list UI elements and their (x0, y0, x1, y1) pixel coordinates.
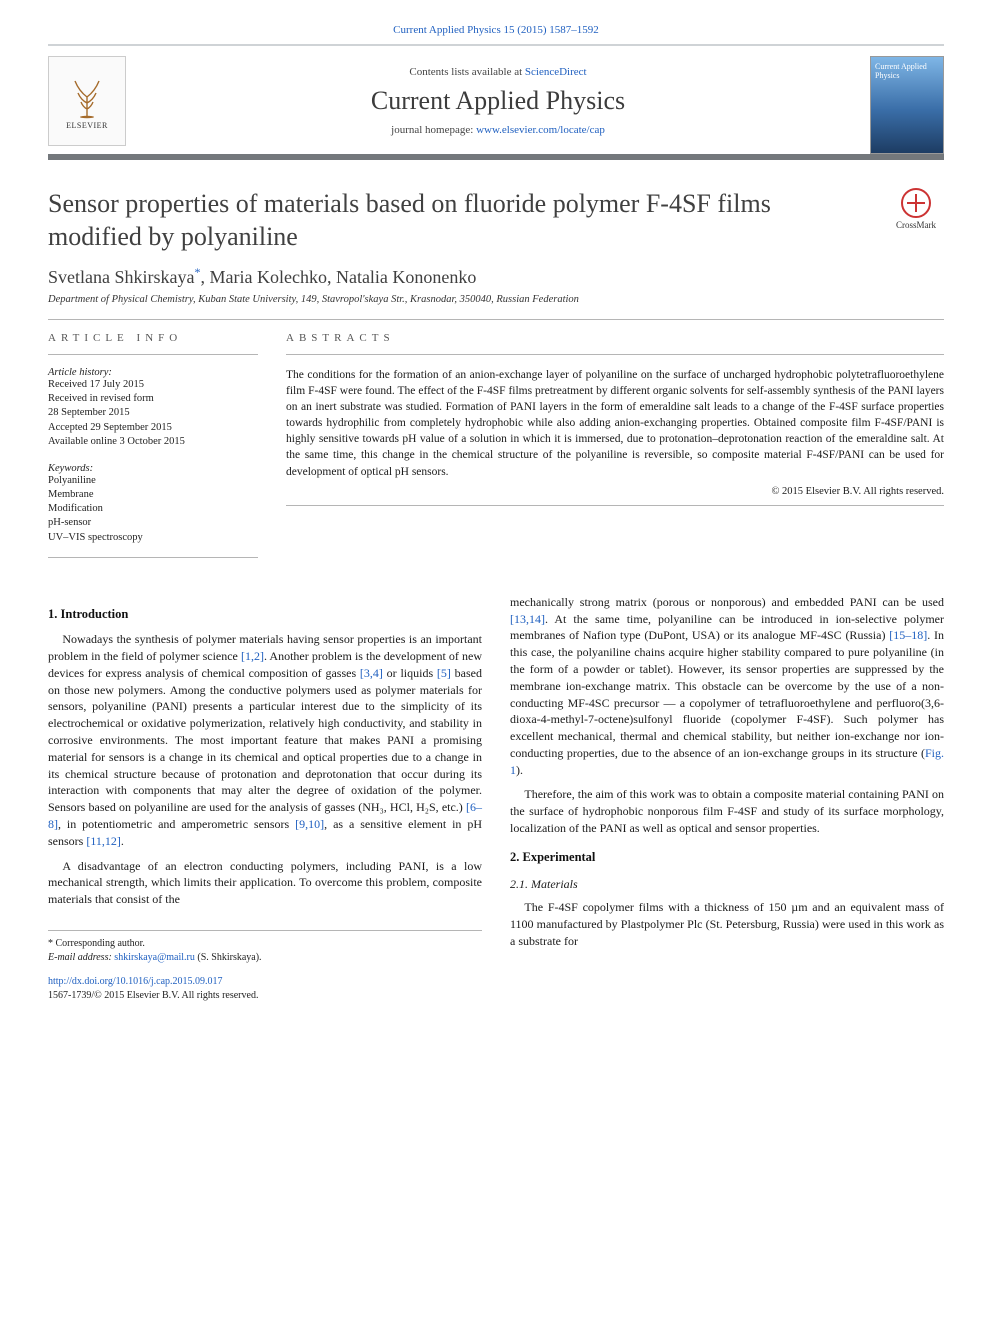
history-item: Received in revised form (48, 392, 258, 406)
section-2-head: 2. Experimental (510, 849, 944, 867)
publisher-name: ELSEVIER (66, 121, 108, 130)
body-paragraph: A disadvantage of an electron conducting… (48, 858, 482, 908)
divider (48, 354, 258, 355)
body-text: . At the same time, polyaniline can be i… (510, 612, 944, 643)
citation-link[interactable]: [13,14] (510, 612, 545, 626)
article-body: 1. Introduction Nowadays the synthesis o… (48, 594, 944, 1003)
crossmark-label: CrossMark (896, 220, 936, 230)
history-item: Available online 3 October 2015 (48, 435, 258, 449)
body-paragraph: mechanically strong matrix (porous or no… (510, 594, 944, 779)
body-paragraph: Therefore, the aim of this work was to o… (510, 786, 944, 836)
crossmark-badge[interactable]: CrossMark (888, 188, 944, 230)
history-item: 28 September 2015 (48, 406, 258, 420)
journal-homepage: journal homepage: www.elsevier.com/locat… (138, 124, 858, 136)
keywords-label: Keywords: (48, 463, 258, 474)
elsevier-tree-icon (67, 73, 107, 119)
history-label: Article history: (48, 367, 258, 378)
body-text: mechanically strong matrix (porous or no… (510, 595, 944, 609)
doi-block: http://dx.doi.org/10.1016/j.cap.2015.09.… (48, 975, 482, 1003)
cover-text: Current Applied Physics (875, 62, 927, 80)
footnote-block: * Corresponding author. E-mail address: … (48, 930, 482, 1003)
corresponding-author-note: * Corresponding author. (48, 937, 482, 951)
sciencedirect-link[interactable]: ScienceDirect (525, 66, 587, 78)
keyword: UV–VIS spectroscopy (48, 531, 258, 545)
email-author: (S. Shkirskaya). (195, 952, 262, 963)
citation-link[interactable]: [11,12] (86, 834, 121, 848)
email-line: E-mail address: shkirskaya@mail.ru (S. S… (48, 951, 482, 965)
article-title: Sensor properties of materials based on … (48, 188, 870, 253)
author-email-link[interactable]: shkirskaya@mail.ru (114, 952, 195, 963)
body-text: or liquids (383, 666, 437, 680)
contents-prefix: Contents lists available at (409, 66, 524, 78)
homepage-link[interactable]: www.elsevier.com/locate/cap (476, 124, 605, 136)
abstract-head: ABSTRACTS (286, 332, 944, 344)
body-text: . (121, 834, 124, 848)
abstract-copyright: © 2015 Elsevier B.V. All rights reserved… (286, 486, 944, 497)
section-1-head: 1. Introduction (48, 606, 482, 624)
doi-link[interactable]: http://dx.doi.org/10.1016/j.cap.2015.09.… (48, 976, 223, 987)
divider (48, 557, 258, 558)
issn-copyright: 1567-1739/© 2015 Elsevier B.V. All right… (48, 989, 482, 1003)
keyword: pH-sensor (48, 516, 258, 530)
contents-available: Contents lists available at ScienceDirec… (138, 66, 858, 78)
history-item: Accepted 29 September 2015 (48, 421, 258, 435)
keyword: Polyaniline (48, 474, 258, 488)
divider (286, 505, 944, 506)
article-info-column: ARTICLE INFO Article history: Received 1… (48, 332, 258, 570)
journal-reference: Current Applied Physics 15 (2015) 1587–1… (48, 24, 944, 36)
divider (286, 354, 944, 355)
journal-cover-thumbnail[interactable]: Current Applied Physics (870, 56, 944, 154)
citation-link[interactable]: [9,10] (295, 817, 324, 831)
body-text: . In this case, the polyaniline chains a… (510, 628, 944, 760)
abstract-column: ABSTRACTS The conditions for the formati… (286, 332, 944, 570)
masthead: ELSEVIER Contents lists available at Sci… (48, 44, 944, 160)
history-item: Received 17 July 2015 (48, 378, 258, 392)
citation-link[interactable]: [3,4] (360, 666, 383, 680)
author-2[interactable]: Maria Kolechko (209, 267, 326, 287)
body-text: based on those new polymers. Among the c… (48, 666, 482, 814)
info-abstract-block: ARTICLE INFO Article history: Received 1… (48, 332, 944, 570)
citation-link[interactable]: [15–18] (889, 628, 927, 642)
article-info-head: ARTICLE INFO (48, 332, 258, 344)
crossmark-icon (901, 188, 931, 218)
journal-name: Current Applied Physics (138, 86, 858, 116)
keyword: Membrane (48, 488, 258, 502)
citation-link[interactable]: [5] (437, 666, 451, 680)
author-list: Svetlana Shkirskaya*, Maria Kolechko, Na… (48, 265, 944, 288)
citation-link[interactable]: [1,2] (241, 649, 264, 663)
author-3[interactable]: Natalia Kononenko (336, 267, 476, 287)
body-paragraph: The F-4SF copolymer films with a thickne… (510, 899, 944, 949)
body-text: ). (516, 763, 523, 777)
section-2-1-head: 2.1. Materials (510, 876, 944, 893)
homepage-prefix: journal homepage: (391, 124, 476, 136)
author-1[interactable]: Svetlana Shkirskaya (48, 267, 194, 287)
corr-marker: * (194, 265, 200, 279)
body-paragraph: Nowadays the synthesis of polymer materi… (48, 631, 482, 849)
body-text: , in potentiometric and amperometric sen… (58, 817, 295, 831)
publisher-logo[interactable]: ELSEVIER (48, 56, 126, 146)
keyword: Modification (48, 502, 258, 516)
affiliation: Department of Physical Chemistry, Kuban … (48, 294, 944, 305)
email-label: E-mail address: (48, 952, 114, 963)
abstract-text: The conditions for the formation of an a… (286, 367, 944, 480)
divider (48, 319, 944, 320)
